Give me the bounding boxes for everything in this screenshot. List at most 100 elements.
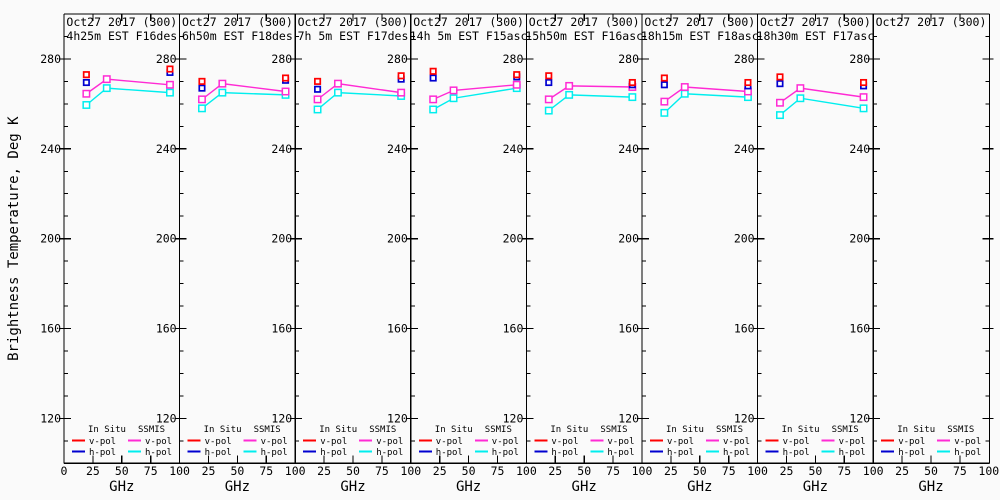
- insitu_v-point: [82, 71, 90, 79]
- x-tick-label: 25: [664, 464, 678, 478]
- legend-insitu-header: In Situ: [550, 425, 588, 435]
- legend-ssmis-hpol-label: h-pol: [261, 448, 288, 458]
- y-tick-label: 200: [156, 232, 177, 246]
- y-tick-label: 200: [40, 232, 61, 246]
- x-tick-label: 25: [86, 464, 100, 478]
- insitu_v-point: [744, 78, 752, 87]
- legend-insitu-header: In Situ: [897, 425, 935, 435]
- ssmis_h-point: [429, 105, 438, 114]
- ssmis_h-point: [218, 88, 227, 97]
- legend-insitu-header: In Situ: [666, 425, 704, 435]
- y-tick-label: 200: [503, 232, 524, 246]
- legend-ssmis-header: SSMIS: [485, 425, 512, 435]
- ssmis_v-point: [565, 81, 574, 90]
- insitu_v-point: [545, 72, 553, 80]
- y-tick-label: 280: [849, 52, 870, 66]
- panel-title: Oct27 2017 (300): [182, 15, 293, 29]
- x-axis-title: GHz: [109, 479, 134, 495]
- y-tick-label: 280: [40, 52, 61, 66]
- ssmis_h-point: [565, 90, 574, 99]
- ssmis_h-line: [317, 91, 402, 111]
- panel-title: Oct27 2017 (300): [876, 15, 987, 29]
- insitu_v-point: [860, 78, 868, 87]
- y-tick-label: 160: [387, 322, 408, 336]
- legend-ssmis-vpol-label: v-pol: [145, 437, 172, 447]
- x-axis-title: GHz: [803, 479, 828, 495]
- ssmis_v-point: [776, 98, 784, 107]
- x-tick-label: 75: [722, 464, 736, 478]
- ssmis_v-point: [82, 89, 91, 98]
- x-tick-label: 100: [632, 464, 653, 478]
- legend-insitu-hpol-label: h-pol: [551, 448, 578, 458]
- legend-ssmis-header: SSMIS: [254, 425, 281, 435]
- legend-ssmis-vpol-label: v-pol: [261, 437, 288, 447]
- ssmis_v-point: [859, 93, 868, 102]
- legend-ssmis-header: SSMIS: [832, 425, 859, 435]
- legend-ssmis-header: SSMIS: [716, 425, 743, 435]
- ssmis_v-point: [429, 95, 438, 104]
- x-tick-label: 50: [115, 464, 129, 478]
- panel-title: Oct27 2017 (300): [760, 15, 871, 29]
- y-tick-label: 240: [40, 142, 61, 156]
- ssmis_h-line: [548, 94, 633, 112]
- x-tick-label: 75: [144, 464, 158, 478]
- ssmis_v-point: [313, 95, 322, 104]
- legend-insitu-hpol-label: h-pol: [667, 448, 694, 458]
- ssmis_v-point: [218, 79, 227, 88]
- legend-ssmis-hpol-label: h-pol: [145, 448, 172, 458]
- ssmis_v-line: [201, 82, 286, 100]
- x-tick-label: 75: [491, 464, 505, 478]
- x-tick-label: 50: [230, 464, 244, 478]
- ssmis_h-point: [544, 106, 553, 115]
- y-tick-label: 120: [271, 411, 292, 425]
- ssmis_h-line: [432, 87, 517, 111]
- ssmis_h-point: [680, 89, 689, 98]
- x-tick-label: 100: [863, 464, 884, 478]
- panel-subtitle: 4h25m EST F16des: [66, 29, 177, 43]
- legend-insitu-vpol-label: v-pol: [205, 437, 232, 447]
- ssmis_h-point: [796, 94, 805, 103]
- y-tick-label: 280: [156, 52, 177, 66]
- x-tick-label: 25: [202, 464, 216, 478]
- ssmis_v-point: [334, 79, 342, 88]
- insitu_h-point: [82, 78, 90, 87]
- y-tick-label: 280: [387, 52, 408, 66]
- ssmis_h-point: [449, 94, 458, 103]
- insitu_h-point: [545, 78, 553, 87]
- y-tick-label: 280: [618, 52, 639, 66]
- legend-insitu-header: In Situ: [204, 425, 242, 435]
- legend-insitu-vpol-label: v-pol: [436, 437, 463, 447]
- legend-insitu-hpol-label: h-pol: [783, 448, 810, 458]
- legend-ssmis-header: SSMIS: [600, 425, 627, 435]
- insitu_v-point: [166, 65, 174, 73]
- panel-subtitle: 7h 5m EST F17des: [298, 29, 409, 43]
- ssmis_v-line: [779, 87, 864, 104]
- insitu_h-point: [776, 80, 784, 88]
- y-tick-label: 240: [618, 142, 639, 156]
- legend-insitu-vpol-label: v-pol: [551, 437, 578, 447]
- ssmis_v-point: [102, 75, 111, 84]
- panel-title: Oct27 2017 (300): [298, 15, 409, 29]
- y-tick-label: 160: [734, 322, 755, 336]
- ssmis_h-line: [663, 93, 748, 114]
- y-tick-label: 280: [734, 52, 755, 66]
- x-tick-label: 25: [317, 464, 331, 478]
- x-tick-label: 75: [953, 464, 967, 478]
- ssmis_h-point: [198, 104, 206, 113]
- insitu_v-point: [282, 74, 290, 82]
- legend-insitu-header: In Situ: [319, 425, 357, 435]
- legend-insitu-vpol-label: v-pol: [783, 437, 810, 447]
- x-tick-label: 100: [516, 464, 537, 478]
- ssmis_h-point: [334, 88, 342, 97]
- y-tick-label: 120: [156, 411, 177, 425]
- insitu_v-point: [660, 74, 668, 82]
- legend-insitu-header: In Situ: [435, 425, 473, 435]
- ssmis_h-point: [166, 88, 174, 97]
- legend-insitu-vpol-label: v-pol: [898, 437, 925, 447]
- x-tick-label: 100: [978, 464, 999, 478]
- insitu_v-point: [628, 78, 636, 87]
- panel-subtitle: 18h15m EST F18asc: [641, 29, 759, 43]
- panel-title: Oct27 2017 (300): [529, 15, 640, 29]
- insitu_v-point: [776, 73, 784, 81]
- ssmis_h-point: [628, 93, 637, 102]
